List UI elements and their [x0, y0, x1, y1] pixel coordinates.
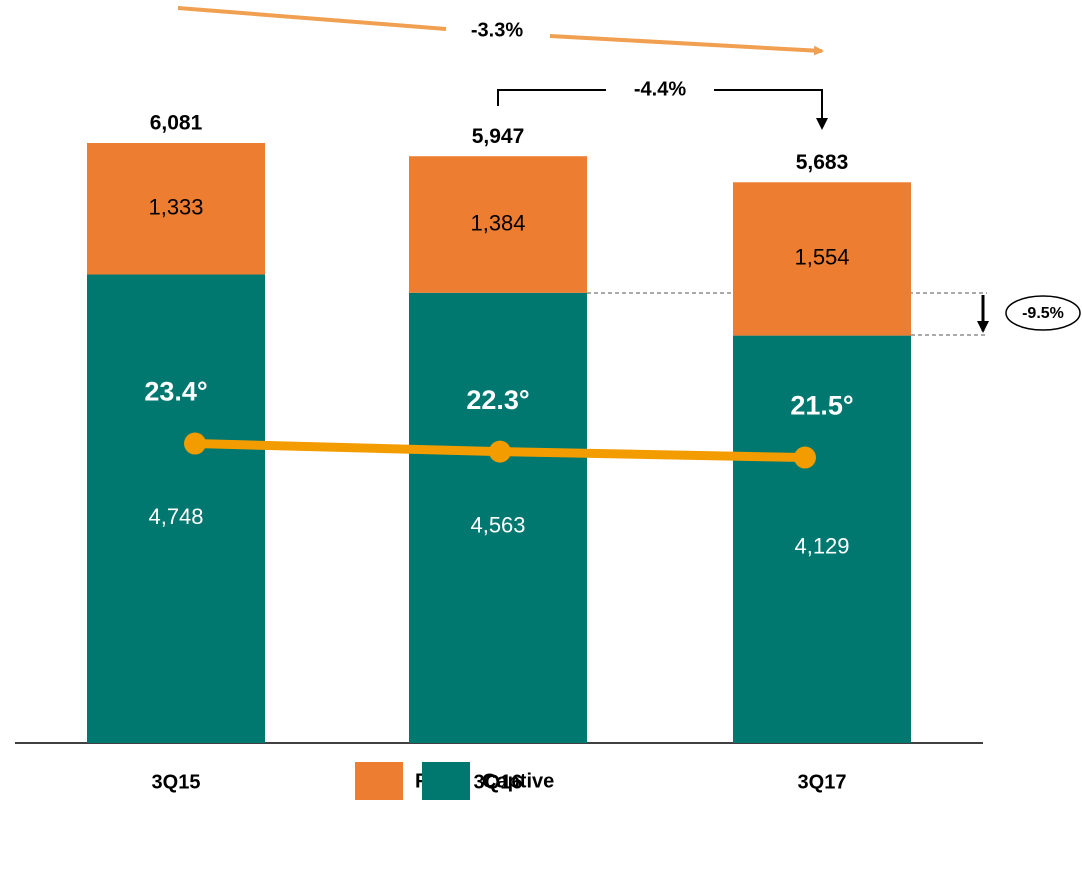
line-label: 23.4°: [144, 377, 207, 407]
legend-swatch: [422, 762, 470, 800]
value-label: 4,563: [470, 513, 525, 538]
annotations: -3.3% -4.4% -9.5%: [177, 6, 1081, 336]
value-label: 4,129: [794, 533, 849, 558]
total-label: 5,683: [796, 151, 849, 174]
annotation: -4.4%: [634, 78, 686, 100]
bar-segment: [87, 143, 265, 275]
x-tick-label: 3Q17: [798, 771, 847, 793]
x-tick-label: 3Q16: [474, 771, 523, 793]
legend-label: Captive: [482, 770, 554, 792]
bracket: [714, 89, 828, 130]
value-label: 4,748: [148, 504, 203, 529]
line-label: 22.3°: [466, 385, 529, 415]
bar-segment: [733, 182, 911, 336]
value-label: 1,384: [470, 210, 525, 235]
line-label: 21.5°: [790, 391, 853, 421]
line-point: [184, 432, 206, 455]
line-point: [794, 446, 816, 469]
annotation: -9.5%: [1022, 305, 1064, 322]
value-label: 1,333: [148, 195, 203, 220]
total-label: 6,081: [150, 112, 203, 135]
legend-swatch: [355, 762, 403, 800]
bar-segment: [409, 156, 587, 293]
line-point: [489, 440, 511, 463]
bar-segment: [409, 292, 587, 743]
bracket: [497, 89, 606, 106]
value-label: 1,554: [794, 245, 849, 270]
x-tick-label: 3Q15: [152, 771, 201, 793]
bar-segment: [733, 335, 911, 743]
annotation: -3.3%: [471, 19, 523, 41]
bar-segment: [87, 274, 265, 743]
badge: [1005, 295, 1081, 331]
trend-arrow: [549, 34, 824, 56]
total-label: 5,947: [472, 125, 525, 148]
trend-arrow: [177, 6, 447, 31]
